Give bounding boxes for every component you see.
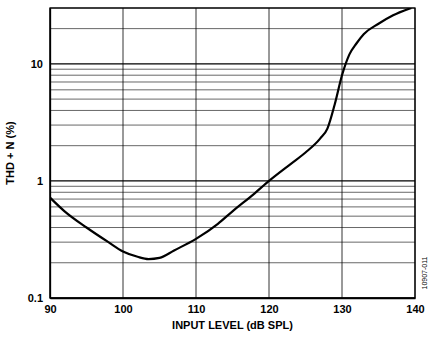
y-tick: 1 xyxy=(37,175,50,187)
x-tick: 100 xyxy=(114,298,132,315)
x-tick-label: 130 xyxy=(333,303,351,315)
minor-grid-line xyxy=(50,216,415,217)
minor-grid-line xyxy=(50,75,415,76)
y-tick: 0.1 xyxy=(28,292,50,304)
y-axis-title: THD + N (%) xyxy=(4,121,16,185)
y-axis: 0.1 1 10 xyxy=(28,9,51,305)
series xyxy=(50,8,411,259)
axis-line xyxy=(50,9,51,299)
y-grid-line xyxy=(50,180,415,181)
minor-grid-line xyxy=(50,81,415,82)
minor-grid-line xyxy=(50,262,415,263)
x-tick-label: 140 xyxy=(406,303,424,315)
x-axis: 90 100 110 120 130 140 xyxy=(44,298,424,315)
x-tick: 140 xyxy=(406,298,424,315)
y-tick-label: 1 xyxy=(37,175,43,187)
minor-grid-line xyxy=(50,145,415,146)
y-grid-line xyxy=(50,63,415,64)
axis-line xyxy=(51,298,416,299)
x-grid-line xyxy=(123,8,124,298)
plot: 901001101201301400.1110 xyxy=(28,8,425,315)
minor-grid-line xyxy=(50,110,415,111)
minor-grid-line xyxy=(50,99,415,100)
y-tick-label: 0.1 xyxy=(28,292,43,304)
x-tick-label: 100 xyxy=(114,303,132,315)
minor-grid-line xyxy=(50,28,415,29)
x-tick: 120 xyxy=(260,298,278,315)
minor-grid-line xyxy=(50,125,415,126)
x-grid-line xyxy=(342,8,343,298)
chart: 901001101201301400.1110INPUT LEVEL (dB S… xyxy=(0,0,435,337)
grid xyxy=(50,8,415,298)
x-grid-line xyxy=(269,8,270,298)
minor-grid-line xyxy=(50,199,415,200)
frame xyxy=(50,8,415,298)
minor-grid-line xyxy=(50,186,415,187)
minor-grid-line xyxy=(50,242,415,243)
y-tick-label: 10 xyxy=(31,58,43,70)
x-tick: 130 xyxy=(333,298,351,315)
minor-grid-line xyxy=(50,89,415,90)
annotation: 10907-011 xyxy=(421,256,428,289)
line xyxy=(50,8,411,259)
x-tick: 90 xyxy=(44,298,56,315)
minor-grid-line xyxy=(50,192,415,193)
x-tick: 110 xyxy=(188,298,206,315)
x-grid-line xyxy=(196,8,197,298)
minor-grid-line xyxy=(50,206,415,207)
x-axis-title: INPUT LEVEL (dB SPL) xyxy=(172,319,293,331)
x-tick-label: 120 xyxy=(260,303,278,315)
x-tick-label: 90 xyxy=(44,303,56,315)
y-tick: 10 xyxy=(31,58,50,70)
minor-grid-line xyxy=(50,227,415,228)
minor-grid-line xyxy=(50,69,415,70)
x-tick-label: 110 xyxy=(188,303,206,315)
